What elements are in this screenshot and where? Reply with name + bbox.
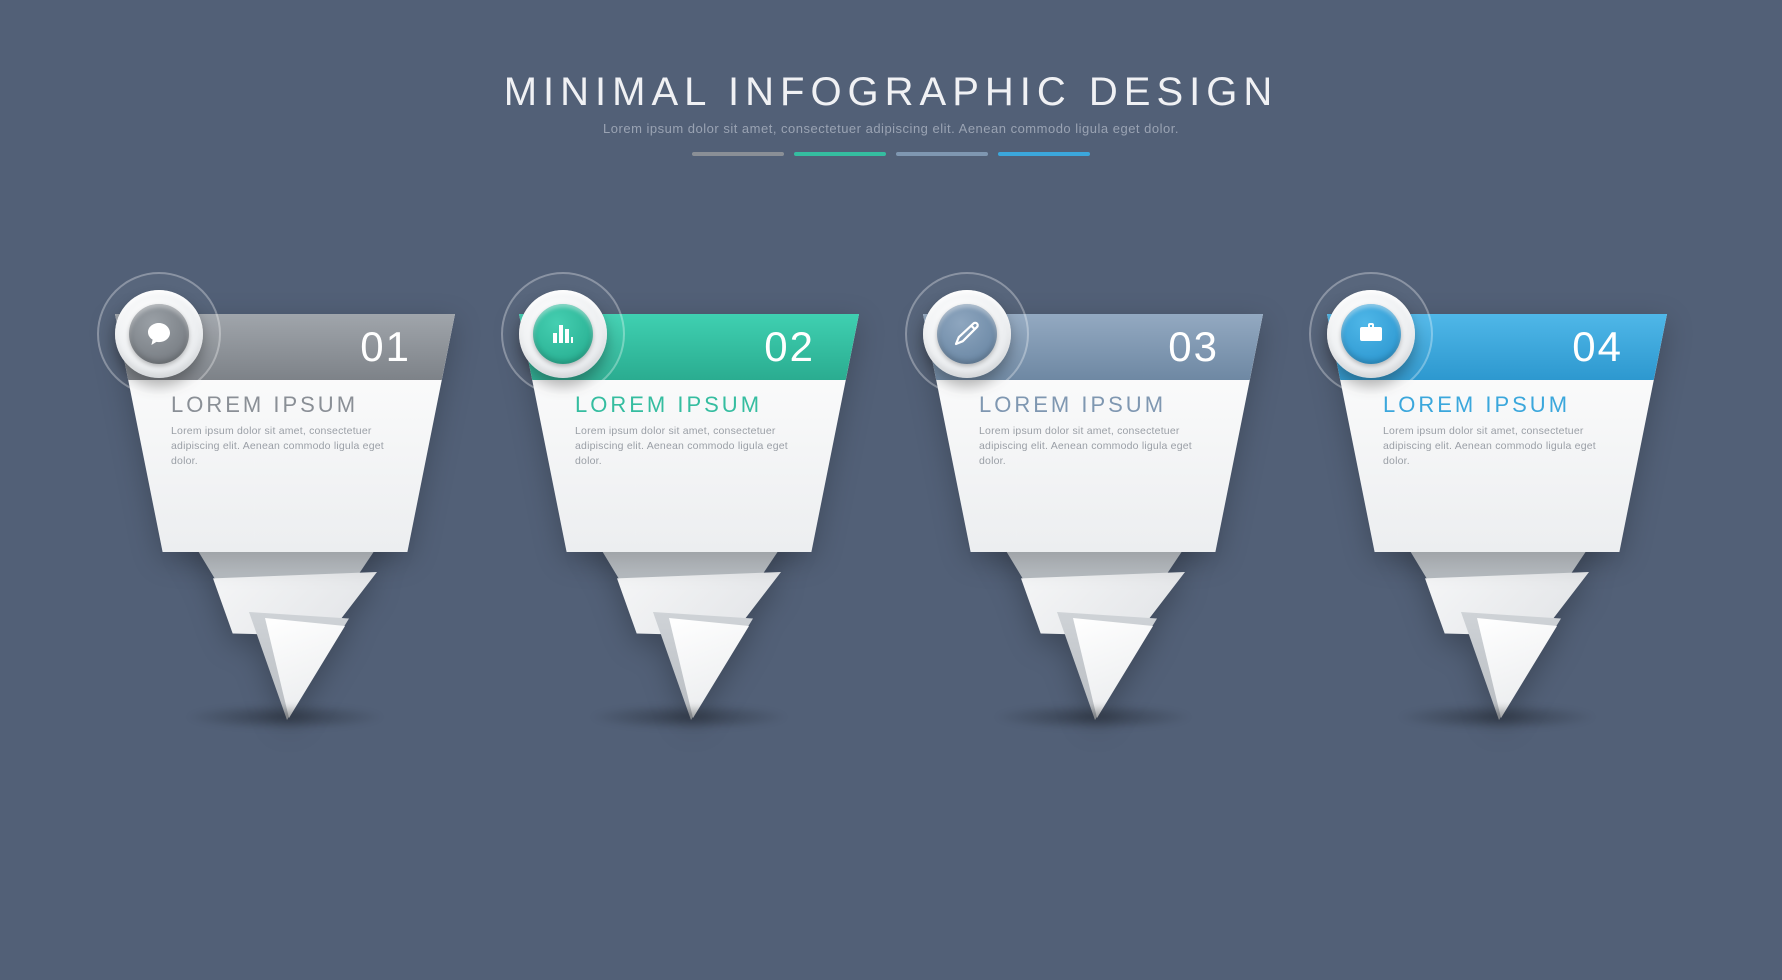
- header-accent-bars: [0, 152, 1782, 156]
- card-header-band: 01: [115, 314, 455, 380]
- card-body: 02 LOREM IPSUM Lorem ipsum dolor sit amet,…: [519, 314, 859, 552]
- card-header-band: 03: [923, 314, 1263, 380]
- step-number: 03: [1168, 323, 1219, 371]
- page-title: MINIMAL INFOGRAPHIC DESIGN: [0, 70, 1782, 115]
- header-bar-2: [794, 152, 886, 156]
- card-content: LOREM IPSUM Lorem ipsum dolor sit amet, c…: [1383, 392, 1611, 470]
- infographic-canvas: MINIMAL INFOGRAPHIC DESIGN Lorem ipsum d…: [0, 0, 1782, 980]
- card-body: 03 LOREM IPSUM Lorem ipsum dolor sit amet,…: [923, 314, 1263, 552]
- step-number: 02: [764, 323, 815, 371]
- step-number: 04: [1572, 323, 1623, 371]
- drop-shadow: [1397, 704, 1597, 730]
- card-description: Lorem ipsum dolor sit amet, consectetuer…: [979, 424, 1207, 470]
- header-bar-1: [692, 152, 784, 156]
- card-row: 01 LOREM IPSUM Lorem ipsum dolor sit amet,…: [0, 290, 1782, 710]
- page-subtitle: Lorem ipsum dolor sit amet, consectetuer…: [0, 121, 1782, 136]
- drop-shadow: [589, 704, 789, 730]
- origami-tail: [565, 526, 813, 716]
- origami-tail: [161, 526, 409, 716]
- card-header-band: 04: [1327, 314, 1667, 380]
- step-number: 01: [360, 323, 411, 371]
- card-description: Lorem ipsum dolor sit amet, consectetuer…: [171, 424, 399, 470]
- card-title: LOREM IPSUM: [1383, 392, 1611, 418]
- card-title: LOREM IPSUM: [575, 392, 803, 418]
- step-card-04: 04 LOREM IPSUM Lorem ipsum dolor sit amet,…: [1327, 290, 1667, 710]
- card-description: Lorem ipsum dolor sit amet, consectetuer…: [575, 424, 803, 470]
- drop-shadow: [185, 704, 385, 730]
- card-body: 04 LOREM IPSUM Lorem ipsum dolor sit amet,…: [1327, 314, 1667, 552]
- header-bar-4: [998, 152, 1090, 156]
- card-description: Lorem ipsum dolor sit amet, consectetuer…: [1383, 424, 1611, 470]
- header-bar-3: [896, 152, 988, 156]
- card-title: LOREM IPSUM: [171, 392, 399, 418]
- origami-tail: [1373, 526, 1621, 716]
- card-body: 01 LOREM IPSUM Lorem ipsum dolor sit amet,…: [115, 314, 455, 552]
- step-card-02: 02 LOREM IPSUM Lorem ipsum dolor sit amet,…: [519, 290, 859, 710]
- step-card-03: 03 LOREM IPSUM Lorem ipsum dolor sit amet,…: [923, 290, 1263, 710]
- card-content: LOREM IPSUM Lorem ipsum dolor sit amet, c…: [171, 392, 399, 470]
- card-content: LOREM IPSUM Lorem ipsum dolor sit amet, c…: [979, 392, 1207, 470]
- header: MINIMAL INFOGRAPHIC DESIGN Lorem ipsum d…: [0, 70, 1782, 156]
- drop-shadow: [993, 704, 1193, 730]
- origami-tail: [969, 526, 1217, 716]
- card-header-band: 02: [519, 314, 859, 380]
- card-title: LOREM IPSUM: [979, 392, 1207, 418]
- card-content: LOREM IPSUM Lorem ipsum dolor sit amet, c…: [575, 392, 803, 470]
- step-card-01: 01 LOREM IPSUM Lorem ipsum dolor sit amet,…: [115, 290, 455, 710]
